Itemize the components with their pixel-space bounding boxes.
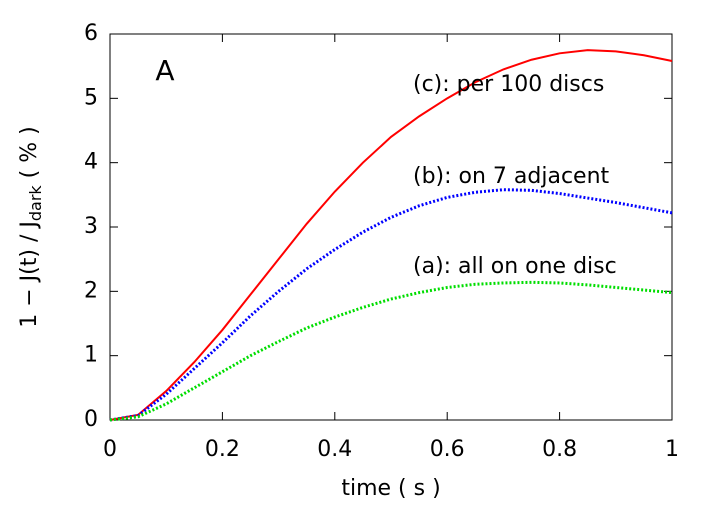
- y-label-subscript: dark: [26, 185, 45, 222]
- series-label: (a): all on one disc: [413, 254, 617, 279]
- y-tick-label: 6: [84, 21, 98, 46]
- series-label: (b): on 7 adjacent: [413, 164, 610, 189]
- x-tick-label: 1: [665, 437, 679, 462]
- y-tick-label: 1: [84, 343, 98, 368]
- x-tick-label: 0.4: [317, 437, 352, 462]
- panel-label: A: [155, 54, 174, 87]
- y-tick-label: 3: [84, 214, 98, 239]
- y-tick-label: 4: [84, 150, 98, 175]
- y-tick-label: 5: [84, 85, 98, 110]
- data-line: [109, 280, 673, 422]
- x-axis-label: time ( s ): [341, 476, 440, 501]
- y-label-suffix: ( % ): [17, 126, 42, 185]
- data-line: [109, 49, 673, 421]
- x-tick-label: 0.2: [205, 437, 240, 462]
- y-tick-label: 0: [84, 407, 98, 432]
- y-tick-label: 2: [84, 278, 98, 303]
- x-tick-label: 0: [103, 437, 117, 462]
- y-label-text: 1 − J(t) / J: [17, 221, 42, 328]
- y-axis-label: 1 − J(t) / Jdark ( % ): [17, 126, 45, 327]
- x-tick-label: 0.6: [430, 437, 465, 462]
- data-line: [109, 188, 673, 422]
- series-label: (c): per 100 discs: [413, 72, 604, 97]
- x-tick-label: 0.8: [542, 437, 577, 462]
